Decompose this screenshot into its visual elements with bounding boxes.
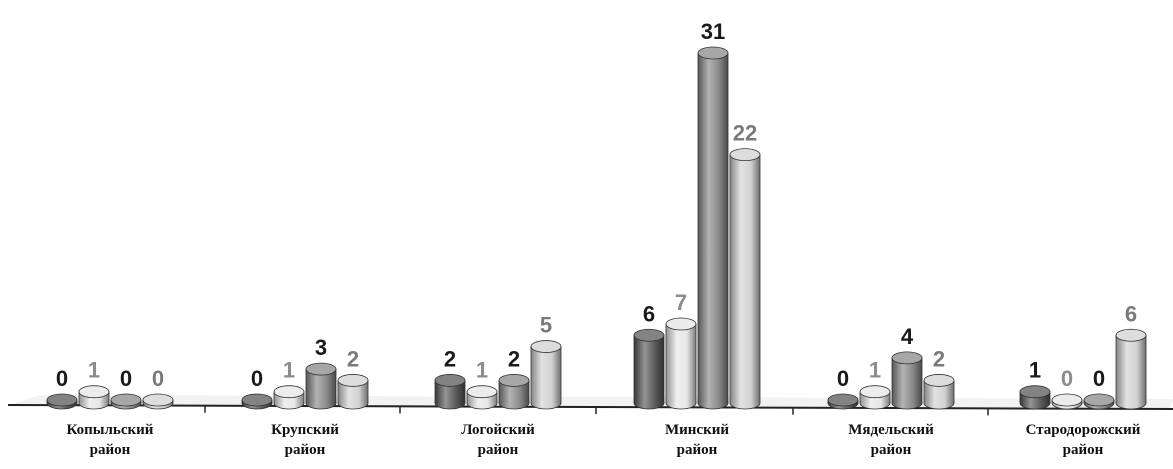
category-label: Минский район	[665, 422, 729, 458]
data-label: 0	[120, 366, 132, 391]
data-label: 1	[88, 358, 100, 383]
data-label: 0	[1061, 366, 1073, 391]
bar	[665, 317, 697, 410]
data-label: 6	[1125, 301, 1137, 326]
data-label: 7	[675, 290, 687, 315]
category-labels: Копыльский район Крупский район Логойский рай…	[67, 422, 1141, 458]
bar	[1083, 393, 1115, 410]
data-label: 1	[283, 358, 295, 383]
data-label: 6	[643, 301, 655, 326]
bar	[530, 340, 562, 410]
chart-bars	[46, 46, 1147, 410]
category-label: Мядельский район	[848, 422, 934, 458]
bar	[466, 385, 498, 410]
data-label: 0	[1093, 366, 1105, 391]
data-label: 5	[540, 313, 552, 338]
bar	[434, 374, 466, 410]
bar	[142, 393, 174, 410]
bar	[305, 362, 337, 410]
category-label: Стародорожский район	[1026, 422, 1141, 458]
data-label: 2	[444, 346, 456, 371]
data-label: 31	[701, 19, 725, 44]
bar	[697, 46, 729, 410]
data-label: 0	[251, 366, 263, 391]
bar	[46, 393, 78, 410]
bar	[633, 328, 665, 410]
bar	[1051, 393, 1083, 410]
bar	[241, 393, 273, 410]
category-label: Крупский район	[271, 422, 339, 458]
bar	[827, 393, 859, 410]
bar	[923, 374, 955, 410]
chart-floor	[7, 395, 1173, 416]
data-label: 0	[56, 366, 68, 391]
data-label: 1	[1029, 358, 1041, 383]
category-label: Копыльский район	[67, 422, 154, 458]
data-label: 2	[508, 346, 520, 371]
data-label: 4	[901, 324, 914, 349]
bar	[110, 393, 142, 410]
bar	[859, 385, 891, 410]
bar	[1019, 385, 1051, 410]
data-label: 2	[347, 346, 359, 371]
bar	[78, 385, 110, 410]
data-label: 3	[315, 335, 327, 360]
category-label: Логойский район	[461, 422, 535, 458]
data-label: 2	[933, 346, 945, 371]
data-label: 22	[733, 121, 757, 146]
bar	[498, 374, 530, 410]
bar	[337, 374, 369, 410]
bar	[729, 148, 761, 410]
x-axis-line	[7, 404, 1173, 410]
data-label: 1	[869, 358, 881, 383]
data-label: 1	[476, 358, 488, 383]
bar	[1115, 328, 1147, 410]
data-label: 0	[837, 366, 849, 391]
bar	[273, 385, 305, 410]
data-label: 0	[152, 366, 164, 391]
bar	[891, 351, 923, 410]
